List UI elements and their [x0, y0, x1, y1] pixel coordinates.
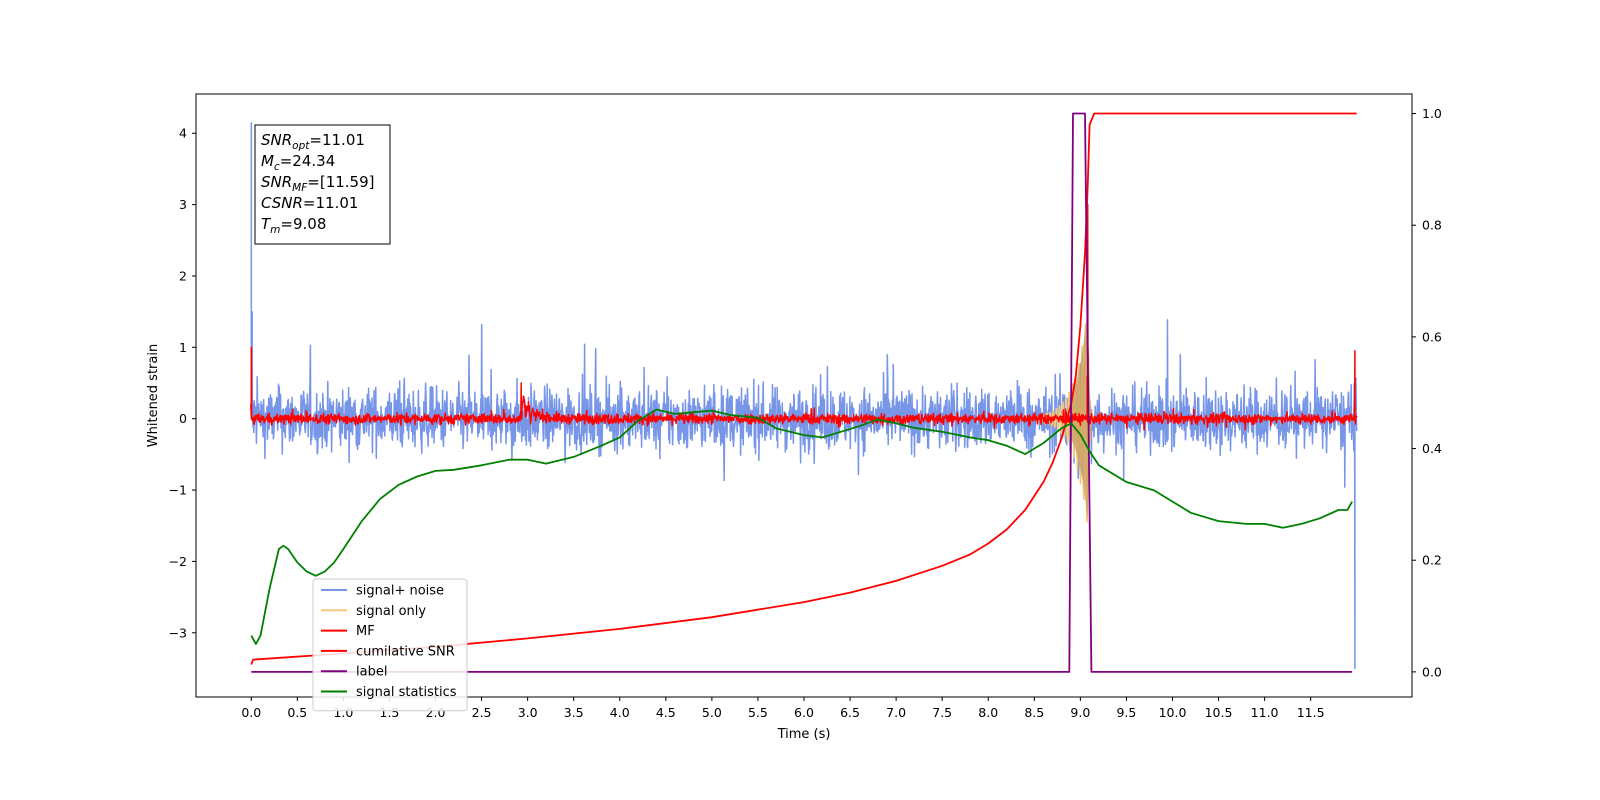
y2-tick-label: 0.8: [1422, 218, 1442, 233]
legend-entry: MF: [356, 624, 375, 639]
y-tick-label: 2: [179, 268, 187, 283]
axes-layer: 0.0 0.5 1.0 1.5 2.0 2.5 3.0 3.5 4.0 4.5 5.0 5.5 6.0 6…: [146, 93, 1442, 742]
y2-tick-label: 0.0: [1422, 664, 1442, 679]
y-tick-label: 1: [179, 340, 187, 355]
x-tick-label: 6.0: [794, 705, 814, 720]
x-tick-label: 9.0: [1070, 705, 1090, 720]
x-tick-label: 2.5: [472, 705, 492, 720]
x-tick-label: 10.0: [1159, 705, 1187, 720]
y2-tick-label: 0.4: [1422, 441, 1442, 456]
x-tick-label: 11.5: [1297, 705, 1325, 720]
legend: signal+ noise signal only MF cumilative SNR…: [312, 578, 468, 712]
y-tick-label: 3: [179, 197, 187, 212]
x-tick-label: 3.5: [564, 705, 584, 720]
annotation-line: Tm=9.08: [261, 215, 326, 236]
x-tick-label: 0.5: [287, 705, 307, 720]
legend-entry: signal only: [356, 604, 426, 619]
series-mf-line: [250, 203, 1358, 431]
y-tick-label: 4: [179, 126, 187, 141]
y-axis-label: Whitened strain: [146, 344, 161, 447]
x-tick-label: 7.0: [886, 705, 906, 720]
signal-only-fill: [1069, 304, 1092, 522]
series-signal-statistics-line: [250, 408, 1353, 645]
legend-entry: cumilative SNR: [356, 644, 455, 659]
annotation-frame: [254, 124, 391, 245]
legend-entry: signal+ noise: [356, 584, 444, 599]
x-tick-label: 8.0: [978, 705, 998, 720]
y-tick-label: −2: [169, 554, 187, 569]
annotation-line: SNRMF=[11.59]: [261, 173, 375, 194]
y-tick-label: −3: [169, 625, 187, 640]
y-tick-label: 0: [179, 411, 187, 426]
x-tick-label: 4.0: [610, 705, 630, 720]
x-tick-label: 4.5: [656, 705, 676, 720]
legend-entry: label: [356, 665, 387, 680]
series-layer: [250, 112, 1358, 673]
x-tick-label: 9.5: [1116, 705, 1136, 720]
x-tick-label: 5.5: [748, 705, 768, 720]
y2-tick-label: 0.6: [1422, 329, 1442, 344]
annotation-line: CSNR=11.01: [261, 194, 358, 212]
series-cumilative-snr-line: [250, 112, 1357, 665]
x-tick-label: 11.0: [1251, 705, 1279, 720]
x-axis-label: Time (s): [777, 727, 831, 742]
x-tick-label: 3.0: [518, 705, 538, 720]
x-tick-label: 10.5: [1205, 705, 1233, 720]
x-tick-label: 5.0: [702, 705, 722, 720]
x-tick-label: 0.0: [241, 705, 261, 720]
annotation-box: SNRopt=11.01Mc=24.34SNRMF=[11.59]CSNR=11…: [254, 124, 391, 245]
annotation-line: Mc=24.34: [261, 152, 335, 173]
legend-entry: signal statistics: [356, 685, 457, 700]
x-tick-label: 8.5: [1024, 705, 1044, 720]
series-label-line: [251, 112, 1353, 673]
annotation-line: SNRopt=11.01: [261, 131, 365, 152]
y-tick-label: −1: [169, 483, 187, 498]
y2-tick-label: 1.0: [1422, 106, 1442, 121]
y2-tick-label: 0.2: [1422, 553, 1442, 568]
legend-frame: [312, 578, 468, 712]
x-tick-label: 7.5: [932, 705, 952, 720]
x-tick-label: 6.5: [840, 705, 860, 720]
